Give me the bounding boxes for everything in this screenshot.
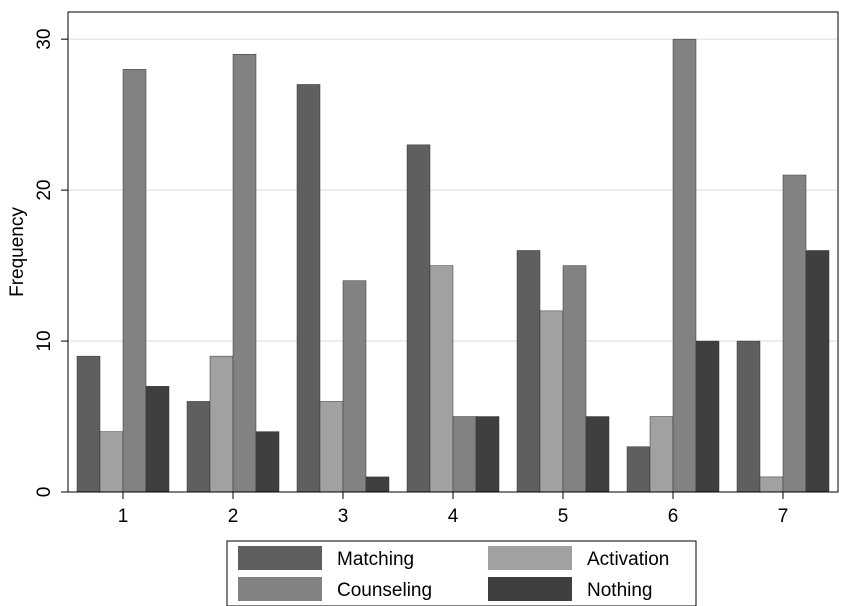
y-tick-label: 20 [34, 180, 55, 201]
y-axis-label: Frequency [7, 207, 28, 297]
bar-activation-1 [99, 431, 124, 493]
bar-matching-2 [186, 401, 211, 493]
x-tick-label: 3 [338, 506, 349, 527]
bar-nothing-6 [695, 340, 720, 493]
y-axis: 0 10 20 30 [34, 29, 68, 498]
bar-counseling-5 [562, 265, 587, 493]
legend-swatch-matching [238, 546, 322, 570]
legend-swatch-counseling [238, 577, 322, 601]
bar-matching-1 [76, 355, 101, 493]
legend-label-activation: Activation [587, 549, 669, 570]
x-tick-label: 5 [558, 506, 569, 527]
bar-activation-2 [209, 355, 234, 493]
bar-counseling-1 [122, 69, 147, 493]
bar-nothing-7 [805, 250, 830, 493]
legend-label-matching: Matching [337, 549, 414, 570]
bar-nothing-5 [585, 416, 610, 493]
bar-matching-5 [516, 250, 541, 493]
x-tick-label: 4 [448, 506, 459, 527]
bar-matching-3 [296, 84, 321, 493]
y-tick-label: 30 [34, 29, 55, 50]
bar-counseling-4 [452, 416, 477, 493]
bar-activation-4 [429, 265, 454, 493]
x-tick-label: 1 [118, 506, 129, 527]
bar-nothing-3 [365, 476, 390, 493]
bar-matching-7 [736, 340, 761, 493]
legend-swatch-nothing [488, 577, 572, 601]
x-tick-label: 2 [228, 506, 239, 527]
bar-activation-6 [649, 416, 674, 493]
bar-activation-7 [759, 476, 784, 493]
bar-counseling-2 [232, 54, 257, 493]
y-tick-label: 10 [34, 330, 55, 351]
bar-activation-5 [539, 310, 564, 493]
legend: Matching Activation Counseling Nothing [226, 540, 697, 606]
y-tick-label: 0 [34, 487, 55, 498]
bar-counseling-7 [782, 174, 807, 493]
bar-counseling-6 [672, 38, 697, 493]
bar-counseling-3 [342, 280, 367, 493]
bar-nothing-2 [255, 431, 280, 493]
bar-nothing-4 [475, 416, 500, 493]
bar-matching-4 [406, 144, 431, 493]
bar-nothing-1 [145, 386, 170, 493]
legend-swatch-activation [488, 546, 572, 570]
legend-label-counseling: Counseling [337, 580, 432, 601]
x-tick-label: 6 [668, 506, 679, 527]
bar-matching-6 [626, 446, 651, 493]
legend-label-nothing: Nothing [587, 580, 653, 601]
bar-activation-3 [319, 401, 344, 493]
x-tick-label: 7 [778, 506, 789, 527]
x-axis: 1 2 3 4 5 6 7 [118, 492, 789, 527]
bars [76, 38, 830, 493]
